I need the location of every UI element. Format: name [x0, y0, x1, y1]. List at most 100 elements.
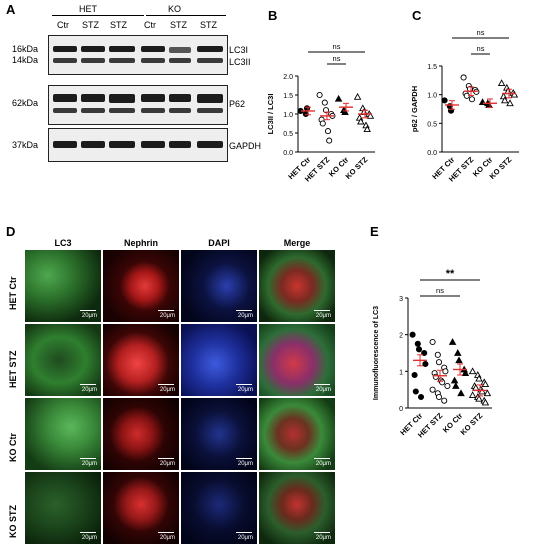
data-point	[324, 128, 332, 135]
data-point	[321, 99, 328, 106]
data-point	[441, 397, 448, 404]
data-point	[357, 117, 365, 125]
data-point	[483, 389, 492, 397]
row-label-ko-ctr: KO Ctr	[8, 433, 18, 462]
p62-blot	[48, 85, 228, 125]
mw-marker-14kda: 14kDa	[12, 55, 39, 65]
scale-label: 20μm	[159, 313, 175, 319]
column-title-dapi: DAPI	[208, 238, 230, 248]
mw-marker-37kda: 37kDa	[12, 140, 39, 150]
gapdh-blot	[48, 128, 228, 162]
data-point	[363, 125, 371, 133]
micrograph-nephrin: 20μm	[103, 398, 179, 470]
data-point	[448, 338, 457, 345]
data-point	[444, 382, 451, 390]
data-point	[468, 391, 477, 399]
significance-label: ns	[477, 44, 485, 53]
data-point	[412, 388, 419, 395]
data-point	[334, 94, 343, 102]
data-point	[475, 374, 483, 382]
y-tick-label: 2	[399, 333, 403, 340]
scale-label: 20μm	[237, 535, 253, 541]
lane-label: STZ	[200, 20, 217, 30]
column-title-merge: Merge	[283, 238, 311, 248]
mw-marker-16kda: 16kDa	[12, 44, 39, 54]
significance-label: ns	[477, 28, 485, 37]
data-point	[414, 340, 421, 347]
data-point	[421, 349, 428, 357]
scale-label: 20μm	[315, 535, 331, 541]
micrograph-lc3: 20μm	[25, 250, 101, 322]
data-point	[429, 338, 436, 346]
y-tick-label: 0.0	[427, 150, 437, 157]
data-point	[303, 105, 311, 112]
data-point	[417, 393, 425, 401]
data-point	[366, 111, 375, 119]
lane-label: STZ	[82, 20, 99, 30]
target-p62: P62	[229, 99, 246, 109]
data-point	[450, 376, 459, 384]
micrograph-nephrin: 20μm	[103, 472, 179, 544]
data-point	[319, 120, 326, 127]
data-point	[460, 74, 467, 81]
mw-marker-62kda: 62kDa	[12, 98, 39, 108]
data-point	[481, 380, 490, 388]
micrograph-dapi: 20μm	[181, 398, 257, 470]
significance-label: **	[446, 268, 455, 280]
micrograph-nephrin: 20μm	[103, 324, 179, 396]
panel-d-letter: D	[6, 224, 16, 239]
panel-e-letter: E	[370, 224, 379, 239]
target-lc3ii: LC3II	[229, 57, 251, 67]
data-point	[432, 373, 439, 380]
data-point	[435, 393, 443, 401]
y-tick-label: 2.0	[283, 74, 293, 81]
y-tick-label: 1.0	[427, 93, 437, 100]
scale-label: 20μm	[237, 313, 253, 319]
column-title-lc3: LC3	[54, 238, 72, 248]
micrograph-lc3: 20μm	[25, 324, 101, 396]
micrograph-merge: 20μm	[259, 398, 335, 470]
scale-label: 20μm	[315, 461, 331, 467]
scale-label: 20μm	[159, 535, 175, 541]
data-point	[501, 96, 509, 104]
data-point	[454, 349, 462, 356]
significance-label: ns	[436, 286, 444, 295]
y-tick-label: 1.0	[283, 112, 293, 119]
row-label-ko-stz: KO STZ	[8, 505, 18, 538]
scale-label: 20μm	[237, 461, 253, 467]
lane-label: Ctr	[144, 20, 156, 30]
lc3-blot	[48, 35, 228, 75]
data-point	[441, 97, 448, 104]
data-point	[415, 346, 423, 353]
target-gapdh: GAPDH	[229, 141, 262, 151]
micrograph-merge: 20μm	[259, 250, 335, 322]
target-lc3i: LC3I	[229, 45, 249, 55]
data-point	[452, 382, 460, 389]
data-point	[341, 108, 349, 115]
y-axis-label: LC3II / LC3I	[266, 94, 275, 135]
panel-c-letter: C	[412, 8, 422, 23]
column-title-nephrin: Nephrin	[123, 238, 158, 248]
x-tick-label: KO STZ	[459, 411, 485, 437]
group-line-het	[52, 15, 144, 16]
y-tick-label: 1.5	[427, 64, 437, 71]
panel-b-letter: B	[268, 8, 278, 23]
micrograph-dapi: 20μm	[181, 324, 257, 396]
micrograph-dapi: 20μm	[181, 250, 257, 322]
scale-label: 20μm	[315, 387, 331, 393]
scale-label: 20μm	[81, 535, 97, 541]
row-label-het-ctr: HET Ctr	[8, 276, 18, 311]
data-point	[322, 107, 330, 114]
lane-label: STZ	[110, 20, 127, 30]
micrograph-merge: 20μm	[259, 472, 335, 544]
scale-label: 20μm	[159, 461, 175, 467]
data-point	[429, 386, 436, 393]
row-label-het-stz: HET STZ	[8, 350, 18, 389]
significance-label: ns	[333, 54, 341, 63]
data-point	[455, 356, 463, 364]
data-point	[481, 398, 490, 406]
data-point	[422, 360, 429, 368]
